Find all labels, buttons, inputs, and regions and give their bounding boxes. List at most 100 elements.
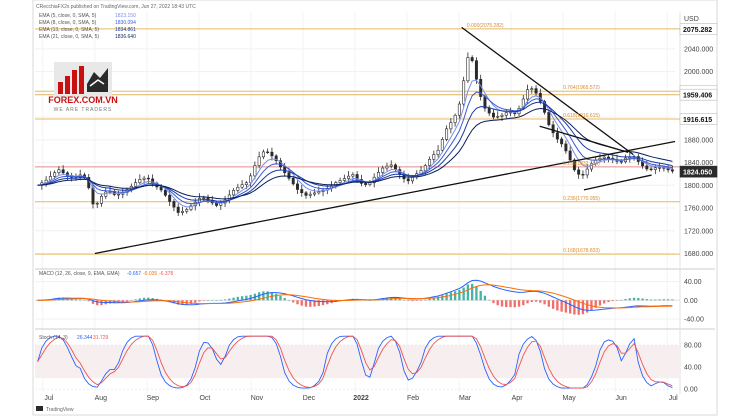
ema-line-5 xyxy=(37,79,673,208)
candle-body xyxy=(577,169,581,175)
candle-body xyxy=(568,150,572,161)
macd-histogram-bar xyxy=(172,300,176,304)
candle-body xyxy=(389,164,393,167)
macd-histogram-bar xyxy=(607,300,610,303)
macd-histogram-bar xyxy=(415,300,418,301)
candle-body xyxy=(428,159,432,166)
candle-body xyxy=(283,166,287,174)
tradingview-icon xyxy=(36,406,43,411)
macd-histogram-bar xyxy=(309,300,312,307)
macd-histogram-bar xyxy=(594,300,597,308)
candle-body xyxy=(364,183,368,185)
candle-body xyxy=(172,201,176,208)
macd-histogram-bar xyxy=(513,300,516,308)
macd-histogram-bar xyxy=(654,299,657,301)
candle-body xyxy=(394,164,397,170)
macd-histogram-bar xyxy=(240,296,244,301)
candle-body xyxy=(534,88,538,94)
macd-histogram-bar xyxy=(74,299,78,301)
macd-histogram-bar xyxy=(509,300,512,308)
macd-histogram-bar xyxy=(245,295,248,301)
candle-body xyxy=(57,169,61,173)
currency-label: USD xyxy=(684,16,699,23)
macd-histogram-bar xyxy=(488,299,491,301)
macd-histogram-bar xyxy=(432,297,435,301)
macd-histogram-bar xyxy=(666,299,670,301)
macd-histogram-bar xyxy=(407,300,410,301)
macd-histogram-bar xyxy=(470,283,474,301)
candle-body xyxy=(206,197,210,201)
time-axis-label: Jun xyxy=(616,395,627,402)
resistance-trendline xyxy=(461,26,634,156)
macd-histogram-bar xyxy=(573,300,576,315)
macd-histogram-bar xyxy=(326,300,329,305)
macd-histogram-bar xyxy=(428,298,431,301)
macd-histogram-bar xyxy=(70,298,73,301)
candle-body xyxy=(462,80,466,105)
macd-histogram-bar xyxy=(492,300,495,304)
candle-body xyxy=(406,178,410,182)
candle-body xyxy=(219,202,223,206)
candle-body xyxy=(526,89,530,100)
macd-histogram-bar xyxy=(483,295,487,301)
candle-body xyxy=(108,191,112,193)
candle-body xyxy=(257,156,261,166)
macd-histogram-bar xyxy=(441,295,444,301)
legend-label: EMA (13, close, 0, SMA, 5) xyxy=(39,27,99,33)
macd-histogram-bar xyxy=(313,300,316,307)
candle-body xyxy=(496,116,500,118)
macd-histogram-bar xyxy=(419,300,423,301)
stoch-title: Stoch (14, 3) xyxy=(39,335,68,341)
macd-histogram-bar xyxy=(658,299,661,301)
macd-histogram-bar xyxy=(505,300,508,308)
price-badge xyxy=(679,113,718,125)
candle-body xyxy=(381,167,385,173)
macd-histogram-bar xyxy=(671,299,674,301)
candle-body xyxy=(351,174,355,177)
candle-body xyxy=(296,183,299,190)
candle-body xyxy=(266,151,270,153)
candle-body xyxy=(572,159,576,171)
fib-label: 0.168(1678.833) xyxy=(563,248,600,254)
candle-body xyxy=(253,165,257,177)
candle-body xyxy=(376,172,380,178)
macd-histogram-bar xyxy=(91,300,95,304)
candle-body xyxy=(491,112,495,118)
macd-axis-tick: 40.00 xyxy=(684,279,702,286)
price-badge-label: 2075.282 xyxy=(683,27,712,34)
macd-histogram-bar xyxy=(83,299,86,301)
candle-body xyxy=(189,205,193,210)
macd-histogram-bar xyxy=(628,298,631,301)
macd-histogram-bar xyxy=(296,300,299,305)
macd-histogram-bar xyxy=(466,284,470,301)
time-axis-label: Nov xyxy=(251,395,264,402)
macd-histogram-bar xyxy=(232,297,235,301)
macd-histogram-bar xyxy=(138,298,142,301)
legend-value: 1836.640 xyxy=(115,34,136,40)
price-axis-tick: 1760.000 xyxy=(684,206,713,213)
candle-body xyxy=(240,184,244,188)
stoch-band xyxy=(35,345,680,379)
macd-histogram-bar xyxy=(125,300,129,302)
macd-histogram-bar xyxy=(526,300,529,304)
candle-body xyxy=(445,128,449,140)
macd-histogram-bar xyxy=(223,299,227,301)
candle-body xyxy=(347,175,351,179)
macd-histogram-bar xyxy=(219,299,222,301)
stoch-value: 26.344 xyxy=(77,335,93,341)
candle-body xyxy=(560,138,564,145)
macd-histogram-bar xyxy=(586,300,589,313)
fib-label: 0.618(1916.615) xyxy=(563,113,600,119)
candle-body xyxy=(436,149,440,155)
macd-histogram-bar xyxy=(151,298,154,301)
candle-body xyxy=(65,172,69,176)
macd-histogram-bar xyxy=(202,300,205,301)
candle-body xyxy=(117,193,121,196)
time-axis-label: Mar xyxy=(459,395,472,402)
candle-body xyxy=(543,101,547,113)
macd-histogram-bar xyxy=(130,300,133,301)
candle-body xyxy=(658,167,662,169)
upper-wedge-line xyxy=(539,125,629,153)
candle-body xyxy=(551,124,555,134)
